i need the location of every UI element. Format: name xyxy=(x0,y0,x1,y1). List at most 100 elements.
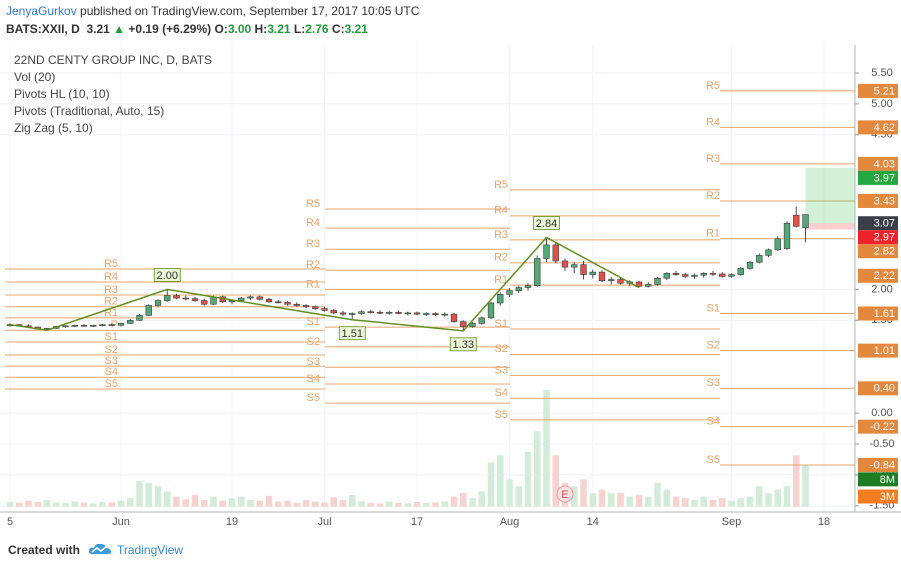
volume-bar xyxy=(6,501,14,507)
price-badge-label: 2.97 xyxy=(874,232,895,244)
tradingview-brand[interactable]: TradingView xyxy=(117,543,184,557)
price-badge xyxy=(858,268,898,283)
ohlc-value: 3.00 xyxy=(227,22,252,36)
y-tick-label: -0.50 xyxy=(869,438,894,450)
price-badge-label: 5.21 xyxy=(874,85,895,97)
volume-bar xyxy=(395,502,402,507)
volume-bar xyxy=(719,498,726,507)
volume-bar xyxy=(765,493,772,507)
pivot-label: S3 xyxy=(105,355,118,367)
pivot-label: R3 xyxy=(494,229,508,241)
candle-body xyxy=(127,320,134,324)
candle-body xyxy=(663,273,670,279)
volume-bar xyxy=(71,501,78,507)
candle-body xyxy=(321,308,328,311)
volume-bar xyxy=(441,501,448,507)
price-badge xyxy=(858,381,898,396)
candle-body xyxy=(358,311,365,314)
volume-bar xyxy=(80,502,88,507)
candle-body xyxy=(746,261,754,269)
candle-body xyxy=(672,273,680,275)
price-badge xyxy=(858,216,898,231)
candle-body xyxy=(561,260,569,268)
pivot-label: R1 xyxy=(494,274,508,286)
price-badge xyxy=(858,419,898,434)
volume-bar xyxy=(802,465,809,507)
zigzag-label-box xyxy=(338,326,366,341)
candle-body xyxy=(478,317,485,324)
quote-line: BATS:XXII, D 3.21 ▲ +0.19 (+6.29%) O:3.0… xyxy=(6,22,368,36)
stop-zone xyxy=(805,223,855,230)
price-badge xyxy=(858,193,898,208)
candle-body xyxy=(515,287,522,291)
author-link[interactable]: JenyaGurkov xyxy=(6,4,77,18)
price-badge-label: -0.22 xyxy=(870,421,895,433)
volume-bar xyxy=(737,498,744,507)
volume-bar xyxy=(700,496,707,507)
volume-bar xyxy=(191,494,199,507)
candle-body xyxy=(552,244,559,262)
price-badge xyxy=(858,230,898,245)
candle-body xyxy=(339,312,347,315)
volume-bar xyxy=(219,500,226,507)
legend-item: 22ND CENTY GROUP INC, D, BATS xyxy=(14,53,213,67)
volume-bar xyxy=(16,502,23,507)
zigzag-label-box xyxy=(449,337,477,352)
price-badge xyxy=(858,489,898,504)
pivot-label: R2 xyxy=(494,252,508,264)
volume-bar xyxy=(247,499,254,507)
pivot-label: S4 xyxy=(307,373,320,385)
ohlc-value: 2.76 xyxy=(305,22,329,36)
zigzag-label: 2.00 xyxy=(157,270,178,282)
pivot-label: S1 xyxy=(495,318,508,330)
x-tick-label: Jul xyxy=(317,516,331,528)
volume-bar xyxy=(774,489,781,507)
candle-body xyxy=(395,311,402,314)
volume-bar xyxy=(358,501,365,507)
pivot-label: S3 xyxy=(307,356,320,368)
candle-body xyxy=(524,285,532,288)
volume-bar xyxy=(571,486,578,507)
y-tick-label: 0.00 xyxy=(871,407,892,419)
candle-body xyxy=(460,321,467,327)
ohlc: O:3.00 H:3.21 L:2.76 C:3.21 xyxy=(214,22,367,36)
candle-body xyxy=(154,300,162,306)
y-tick-label: 2.00 xyxy=(871,283,892,295)
candle-body xyxy=(645,284,652,287)
volume-bar xyxy=(552,455,559,507)
candle-body xyxy=(617,279,624,284)
volume-bar xyxy=(330,497,337,507)
price-badge xyxy=(858,458,898,473)
volume-bar xyxy=(201,499,208,507)
price-badge-label: 2.82 xyxy=(874,246,895,258)
x-tick-label: Jun xyxy=(112,516,130,528)
last-price: 3.21 xyxy=(86,22,110,36)
ohlc-value: 3.21 xyxy=(344,22,368,36)
volume-bar xyxy=(210,496,217,507)
price-badge-label: -0.84 xyxy=(870,459,895,471)
candle-body xyxy=(145,305,152,316)
candle-body xyxy=(191,298,199,301)
pivot-label: R4 xyxy=(104,271,118,283)
price-badge xyxy=(858,306,898,321)
legend-item: Zig Zag (5, 10) xyxy=(14,121,93,135)
price-badge-label: 3M xyxy=(880,491,895,503)
pivot-label: R2 xyxy=(706,190,720,202)
candle-body xyxy=(265,298,273,303)
candle-body xyxy=(783,222,791,249)
x-tick-label: 19 xyxy=(226,516,238,528)
volume-bar xyxy=(182,499,189,507)
candle-body xyxy=(793,214,800,227)
price-badge-label: 8M xyxy=(880,474,895,486)
candle-body xyxy=(376,311,384,314)
pivot-label: S1 xyxy=(105,331,118,343)
earnings-marker xyxy=(556,485,574,503)
pivot-label: S1 xyxy=(707,302,720,314)
candle-body xyxy=(487,302,495,319)
volume-bar xyxy=(497,455,504,507)
pivot-label: R2 xyxy=(306,259,320,271)
volume-bar xyxy=(524,451,532,507)
candle-body xyxy=(589,271,596,275)
candle-body xyxy=(691,274,698,277)
candle-body xyxy=(432,313,439,316)
